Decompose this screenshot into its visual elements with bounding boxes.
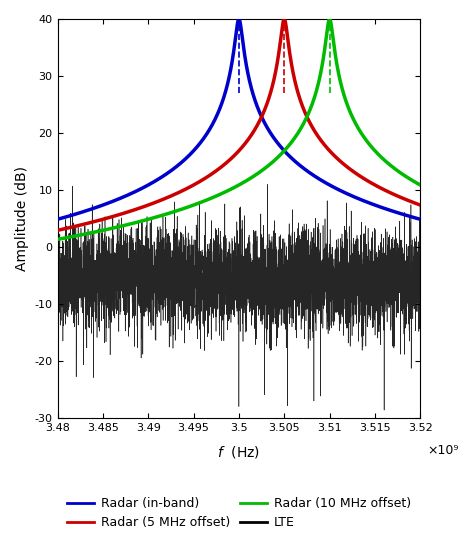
Legend: Radar (in-band), Radar (5 MHz offset), Radar (10 MHz offset), LTE: Radar (in-band), Radar (5 MHz offset), R… — [62, 492, 416, 534]
Text: $f$  (Hz): $f$ (Hz) — [218, 444, 260, 460]
Y-axis label: Amplitude (dB): Amplitude (dB) — [15, 166, 29, 271]
Text: ×10⁹: ×10⁹ — [428, 444, 459, 457]
